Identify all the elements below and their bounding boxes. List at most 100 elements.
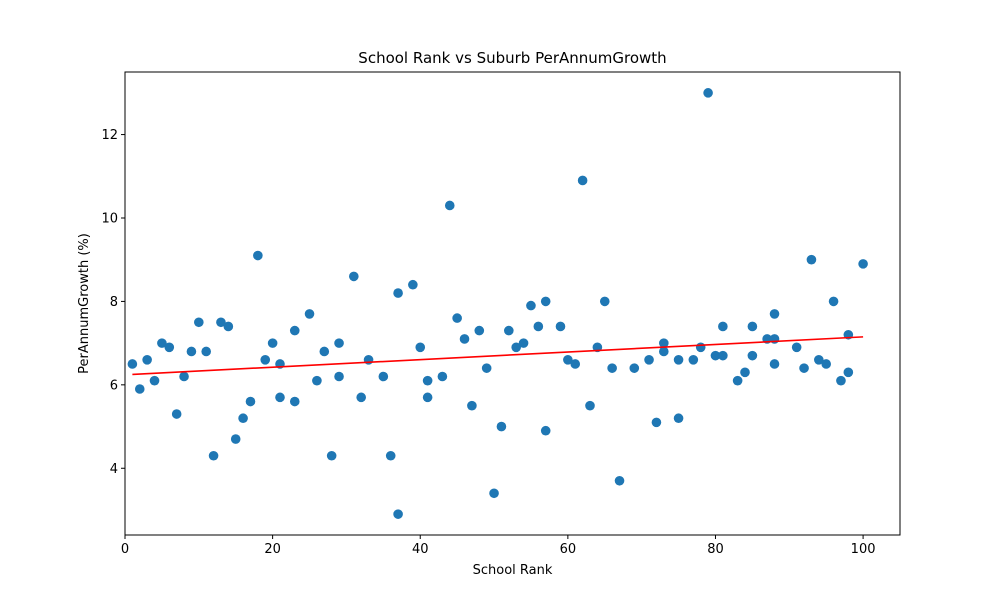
- x-tick-label: 60: [560, 542, 577, 557]
- data-point: [526, 300, 536, 311]
- data-point: [577, 175, 588, 186]
- data-point: [533, 321, 544, 332]
- chart-title: School Rank vs Suburb PerAnnumGrowth: [358, 49, 666, 67]
- data-point: [289, 325, 300, 336]
- data-point: [194, 317, 204, 328]
- data-point: [799, 363, 809, 373]
- data-point: [201, 346, 211, 357]
- data-point: [452, 313, 462, 323]
- trend-layer: [132, 336, 864, 376]
- data-point: [814, 355, 824, 365]
- data-point: [312, 375, 322, 386]
- data-point: [422, 375, 433, 386]
- y-tick-label: 4: [110, 462, 118, 477]
- data-point: [319, 346, 330, 357]
- y-tick-label: 8: [110, 295, 118, 310]
- data-point: [585, 400, 595, 411]
- y-axis-ticks: 4 6 8 10 12: [101, 128, 125, 477]
- data-point: [828, 296, 839, 307]
- data-point: [142, 355, 152, 365]
- data-point: [695, 342, 706, 353]
- data-point: [555, 321, 566, 332]
- data-point: [769, 359, 780, 369]
- data-point: [791, 342, 802, 353]
- data-point: [437, 371, 448, 382]
- y-tick-label: 10: [101, 211, 118, 226]
- data-point: [703, 88, 713, 98]
- data-point: [821, 359, 831, 369]
- x-axis-label: School Rank: [473, 563, 553, 578]
- data-point: [540, 296, 551, 307]
- data-point: [238, 413, 248, 424]
- data-point: [474, 325, 485, 336]
- data-point: [230, 434, 241, 444]
- data-point: [504, 325, 514, 336]
- data-point: [540, 425, 551, 436]
- data-point: [511, 342, 521, 353]
- data-point: [769, 309, 780, 319]
- data-point: [208, 450, 219, 461]
- data-point: [659, 338, 669, 348]
- plot-frame: [124, 71, 901, 536]
- plot-area: [124, 71, 901, 536]
- data-point: [260, 355, 271, 365]
- data-point: [164, 342, 175, 353]
- data-point: [326, 450, 337, 461]
- data-point: [718, 350, 728, 361]
- data-point: [186, 346, 197, 357]
- data-point: [378, 371, 389, 382]
- data-point: [806, 254, 817, 265]
- x-tick-label: 0: [121, 542, 129, 557]
- data-point: [349, 271, 359, 282]
- x-tick-label: 80: [707, 542, 724, 557]
- data-point: [134, 384, 145, 394]
- data-point: [607, 363, 617, 373]
- x-axis-ticks: 0 20 40 60 80 100: [121, 535, 876, 557]
- data-point: [216, 317, 226, 328]
- data-point: [740, 367, 750, 378]
- data-point: [245, 396, 256, 407]
- data-point: [356, 392, 366, 403]
- data-point: [467, 400, 477, 411]
- x-tick-label: 20: [264, 542, 281, 557]
- data-point: [127, 359, 138, 369]
- data-point: [267, 338, 278, 348]
- data-point: [489, 488, 499, 499]
- y-tick-label: 12: [101, 128, 118, 143]
- data-point: [836, 375, 846, 386]
- points-layer: [127, 88, 868, 519]
- data-point: [422, 392, 433, 403]
- data-point: [289, 396, 300, 407]
- data-point: [673, 413, 684, 424]
- data-point: [253, 250, 263, 261]
- data-point: [304, 309, 315, 319]
- data-point: [385, 450, 396, 461]
- data-point: [570, 359, 581, 369]
- data-point: [710, 350, 721, 361]
- data-point: [171, 409, 182, 419]
- data-point: [732, 375, 743, 386]
- data-point: [149, 375, 160, 386]
- trend-line: [132, 336, 864, 376]
- data-point: [415, 342, 426, 353]
- data-point: [444, 200, 455, 211]
- data-point: [459, 334, 470, 344]
- data-point: [393, 288, 403, 298]
- data-point: [275, 392, 285, 403]
- data-point: [858, 259, 868, 269]
- data-point: [599, 296, 610, 307]
- data-point: [718, 321, 728, 332]
- data-point: [563, 355, 573, 365]
- data-point: [518, 338, 529, 348]
- x-tick-label: 100: [851, 542, 876, 557]
- data-point: [179, 371, 189, 382]
- data-point: [334, 371, 344, 382]
- data-point: [408, 279, 418, 290]
- data-point: [157, 338, 167, 348]
- data-point: [393, 509, 403, 519]
- data-point: [223, 321, 234, 332]
- data-point: [644, 355, 654, 365]
- data-point: [673, 355, 684, 365]
